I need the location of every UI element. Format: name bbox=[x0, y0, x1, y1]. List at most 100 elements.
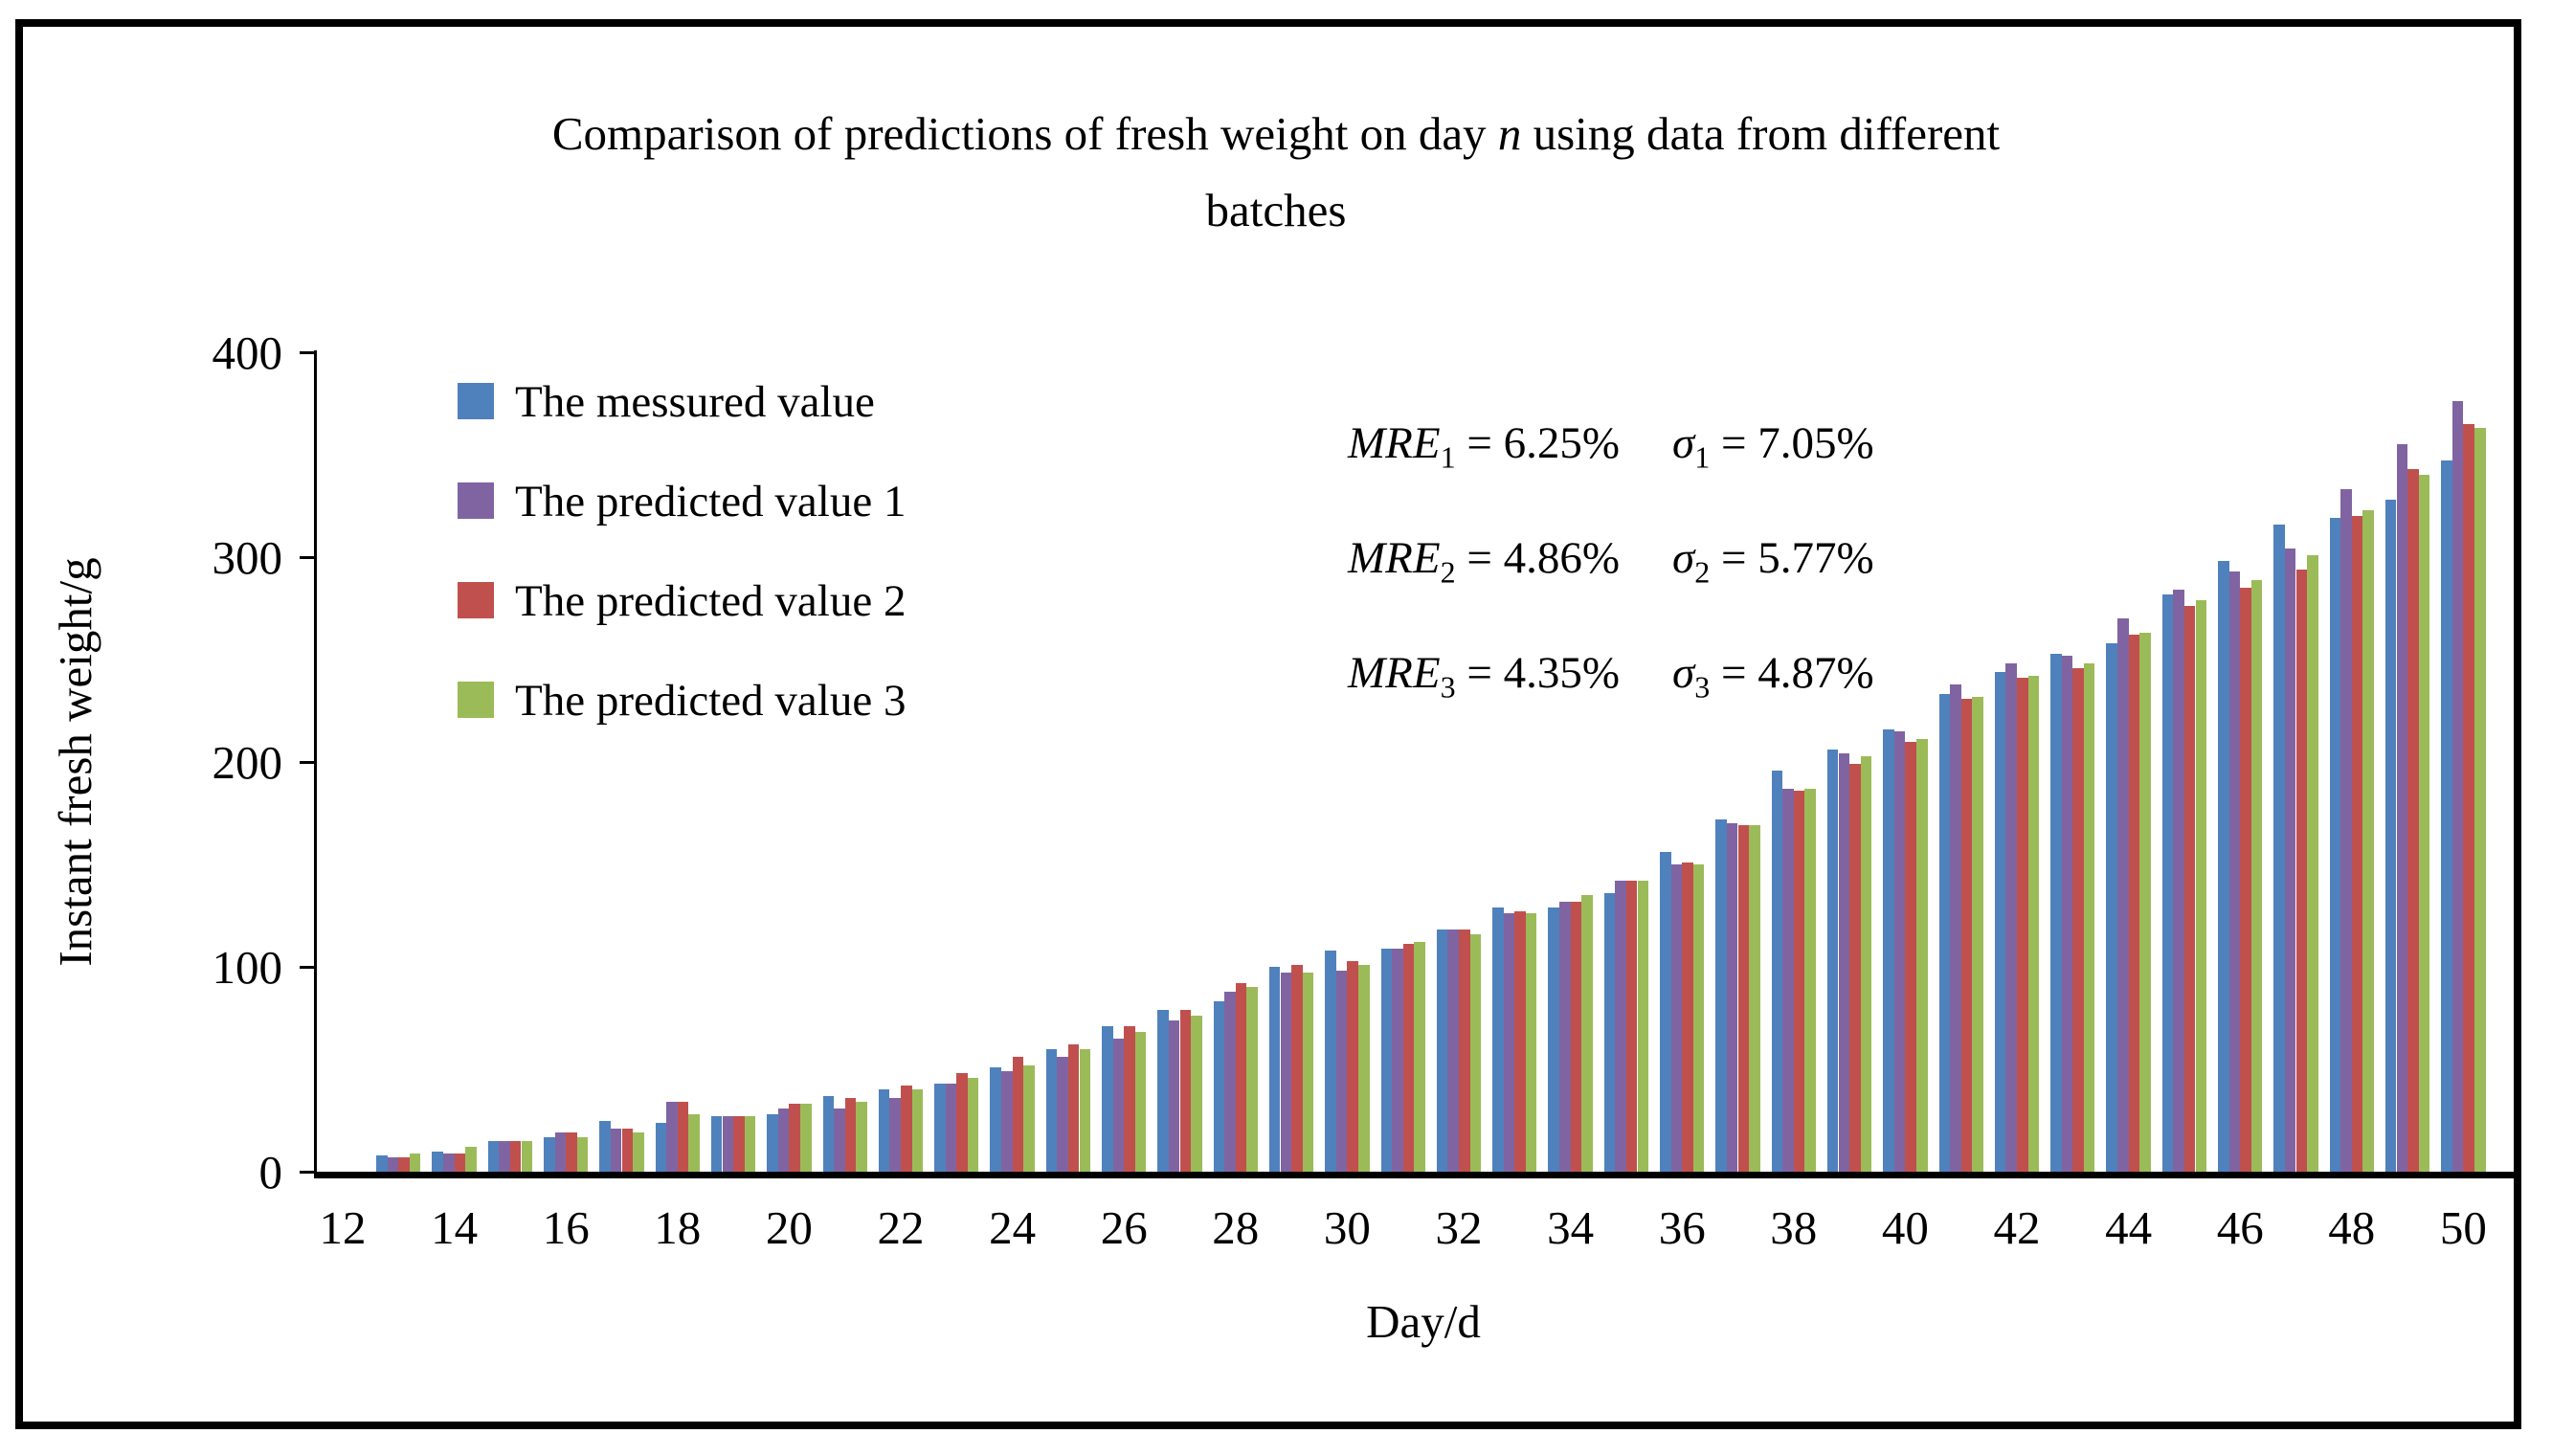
bar-day43-measured bbox=[2050, 653, 2062, 1172]
y-tick-label: 300 bbox=[212, 531, 283, 584]
bar-day22-measured bbox=[878, 1089, 890, 1172]
legend-label: The predicted value 2 bbox=[515, 576, 907, 626]
y-tick-label: 100 bbox=[212, 941, 283, 994]
bar-day22-predicted-1 bbox=[889, 1097, 901, 1172]
bar-day23-measured bbox=[934, 1083, 946, 1172]
bar-day20-predicted-1 bbox=[777, 1108, 790, 1172]
bar-day33-predicted-3 bbox=[1525, 913, 1537, 1172]
bar-day42-predicted-1 bbox=[2005, 663, 2017, 1172]
legend-swatch-icon bbox=[458, 482, 494, 519]
bar-day14-predicted-1 bbox=[443, 1153, 455, 1172]
bar-day29-predicted-3 bbox=[1302, 973, 1314, 1172]
bar-day24-measured bbox=[990, 1066, 1001, 1172]
bar-day39-predicted-2 bbox=[1849, 764, 1861, 1172]
legend-swatch-icon bbox=[458, 582, 494, 618]
bar-day24-predicted-1 bbox=[1001, 1071, 1013, 1172]
bar-day13-predicted-1 bbox=[387, 1157, 399, 1172]
bar-day26-predicted-2 bbox=[1124, 1026, 1135, 1172]
bar-day17-measured bbox=[599, 1120, 611, 1172]
sigma-value: = 4.87% bbox=[1710, 648, 1874, 698]
plot-area bbox=[316, 352, 2518, 1172]
sigma-subscript: 2 bbox=[1694, 554, 1711, 590]
bar-day46-predicted-1 bbox=[2228, 571, 2241, 1172]
x-tick-label: 46 bbox=[2216, 1201, 2264, 1254]
bar-day49-predicted-2 bbox=[2407, 468, 2419, 1172]
stats-row-2: MRE2 = 4.86% σ2 = 5.77% bbox=[1348, 532, 1874, 599]
y-tick-label: 0 bbox=[258, 1146, 283, 1198]
bar-day40-predicted-3 bbox=[1916, 739, 1928, 1172]
x-tick-label: 14 bbox=[431, 1201, 479, 1254]
bar-day49-measured bbox=[2384, 500, 2397, 1172]
bar-day48-predicted-2 bbox=[2351, 516, 2363, 1172]
bar-day24-predicted-3 bbox=[1023, 1064, 1035, 1172]
x-tick-label: 16 bbox=[542, 1201, 590, 1254]
mre-value: = 4.86% bbox=[1455, 533, 1620, 583]
bar-day16-predicted-3 bbox=[576, 1136, 589, 1172]
bar-day50-predicted-3 bbox=[2474, 428, 2486, 1172]
bar-day50-measured bbox=[2441, 460, 2452, 1172]
stats-row-1: MRE1 = 6.25% σ1 = 7.05% bbox=[1348, 417, 1874, 484]
bar-day42-measured bbox=[1994, 671, 2006, 1172]
bar-day18-predicted-3 bbox=[688, 1114, 700, 1172]
bar-day19-measured bbox=[710, 1116, 723, 1172]
sigma-label: σ bbox=[1672, 418, 1695, 468]
bar-day21-predicted-1 bbox=[834, 1108, 845, 1172]
bar-day21-predicted-2 bbox=[844, 1097, 857, 1172]
bar-day34-measured bbox=[1548, 907, 1559, 1172]
bar-day25-measured bbox=[1045, 1048, 1058, 1172]
bar-day45-predicted-3 bbox=[2195, 599, 2207, 1172]
x-tick-label: 38 bbox=[1770, 1201, 1818, 1254]
bar-day33-measured bbox=[1492, 907, 1504, 1172]
bar-day38-measured bbox=[1771, 770, 1783, 1172]
bar-day17-predicted-2 bbox=[621, 1129, 634, 1172]
bar-day34-predicted-2 bbox=[1570, 901, 1582, 1172]
title-n-italic: n bbox=[1497, 107, 1522, 160]
bar-day13-predicted-3 bbox=[409, 1153, 421, 1172]
bar-day18-predicted-1 bbox=[666, 1102, 678, 1172]
bar-day41-measured bbox=[1938, 694, 1951, 1172]
x-tick-label: 36 bbox=[1658, 1201, 1706, 1254]
bar-day33-predicted-2 bbox=[1514, 911, 1526, 1172]
bar-day26-predicted-1 bbox=[1112, 1038, 1125, 1172]
sigma-subscript: 3 bbox=[1694, 669, 1711, 705]
title-text-pre: Comparison of predictions of fresh weigh… bbox=[551, 107, 1498, 160]
bar-day37-predicted-3 bbox=[1749, 825, 1760, 1172]
bar-day45-predicted-1 bbox=[2173, 590, 2184, 1172]
bar-day25-predicted-1 bbox=[1057, 1057, 1068, 1172]
bar-day45-measured bbox=[2161, 594, 2174, 1172]
bar-day43-predicted-2 bbox=[2072, 667, 2084, 1172]
y-tick-label: 400 bbox=[212, 326, 283, 379]
y-tick-mark bbox=[300, 761, 316, 764]
sigma-label: σ bbox=[1672, 533, 1695, 583]
legend-swatch-icon bbox=[458, 383, 494, 419]
mre-subscript: 1 bbox=[1440, 439, 1456, 475]
bar-day14-predicted-2 bbox=[454, 1153, 466, 1172]
bar-day28-predicted-3 bbox=[1246, 987, 1258, 1172]
chart-title: Comparison of predictions of fresh weigh… bbox=[319, 96, 2233, 249]
bar-day48-predicted-1 bbox=[2340, 489, 2352, 1172]
x-axis-line bbox=[314, 1172, 2518, 1178]
mre-value: = 4.35% bbox=[1455, 648, 1620, 698]
mre-subscript: 3 bbox=[1440, 669, 1456, 705]
bar-day20-predicted-2 bbox=[789, 1104, 800, 1172]
bar-day31-measured bbox=[1380, 948, 1393, 1172]
x-tick-label: 44 bbox=[2105, 1201, 2153, 1254]
bar-day49-predicted-3 bbox=[2418, 475, 2430, 1172]
x-tick-label: 18 bbox=[654, 1201, 702, 1254]
x-tick-label: 28 bbox=[1212, 1201, 1260, 1254]
bar-day39-predicted-1 bbox=[1838, 753, 1850, 1172]
bar-day13-measured bbox=[376, 1154, 388, 1172]
bar-day46-measured bbox=[2218, 561, 2229, 1172]
x-tick-label: 24 bbox=[989, 1201, 1037, 1254]
bar-day44-predicted-3 bbox=[2139, 633, 2151, 1172]
bar-day47-predicted-2 bbox=[2295, 569, 2308, 1172]
bar-day42-predicted-3 bbox=[2027, 676, 2040, 1172]
bar-day48-predicted-3 bbox=[2362, 509, 2374, 1172]
bar-day31-predicted-1 bbox=[1392, 948, 1403, 1172]
bar-day32-predicted-2 bbox=[1459, 930, 1470, 1172]
x-tick-label: 42 bbox=[1993, 1201, 2041, 1254]
bar-day17-predicted-3 bbox=[633, 1132, 644, 1172]
bar-day41-predicted-1 bbox=[1950, 683, 1961, 1172]
x-tick-label: 20 bbox=[765, 1201, 813, 1254]
